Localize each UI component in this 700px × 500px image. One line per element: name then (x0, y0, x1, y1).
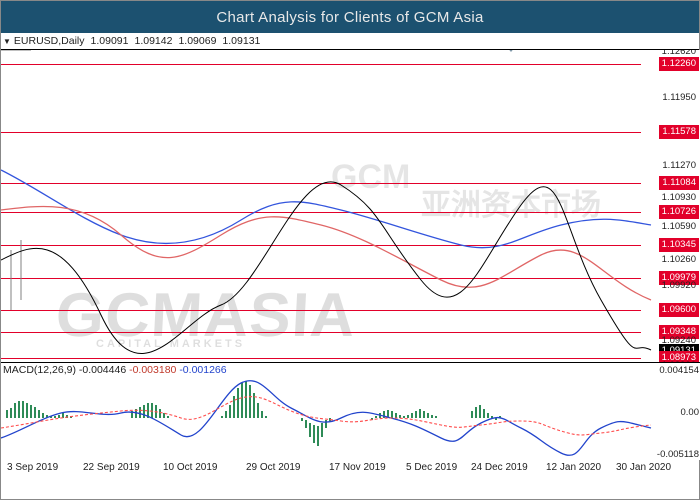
date-label-4: 17 Nov 2019 (329, 462, 386, 473)
ohlc-high: 1.09142 (134, 35, 172, 47)
window-title: Chart Analysis for Clients of GCM Asia (216, 9, 483, 26)
date-axis[interactable]: 3 Sep 2019 22 Sep 2019 10 Oct 2019 29 Oc… (1, 460, 700, 480)
price-chart-panel[interactable]: GCM 亚洲资本市场 GCMASIA CAPITAL MARKETS 1.122… (1, 50, 700, 363)
symbol-name: EURUSD,Daily (14, 35, 85, 47)
app-window: Chart Analysis for Clients of GCM Asia ▼… (0, 0, 700, 500)
macd-axis-bottom: -0.005118 (657, 449, 699, 460)
macd-main-value: -0.004446 (79, 364, 126, 376)
ohlc-open: 1.09091 (91, 35, 129, 47)
date-label-2: 10 Oct 2019 (163, 462, 217, 473)
macd-title: MACD(12,26,9) (3, 364, 76, 376)
macd-panel[interactable]: MACD(12,26,9) -0.004446 -0.003180 -0.001… (1, 363, 700, 460)
candlestick-series (1, 50, 700, 363)
macd-legend-label: MACD(12,26,9) -0.004446 -0.003180 -0.001… (3, 364, 227, 376)
date-label-3: 29 Oct 2019 (246, 462, 300, 473)
title-bar: Chart Analysis for Clients of GCM Asia (1, 1, 699, 33)
date-label-1: 22 Sep 2019 (83, 462, 140, 473)
date-label-7: 12 Jan 2020 (546, 462, 601, 473)
legend-dropdown-icon[interactable]: ▼ (3, 37, 11, 46)
macd-axis-mid: 0.00 (681, 407, 700, 418)
macd-svg (1, 363, 700, 460)
ohlc-close: 1.09131 (222, 35, 260, 47)
ohlc-low: 1.09069 (178, 35, 216, 47)
macd-signal-value: -0.003180 (129, 364, 176, 376)
macd-hist-value: -0.001266 (179, 364, 226, 376)
macd-axis-top: 0.004154 (659, 365, 699, 376)
date-label-6: 24 Dec 2019 (471, 462, 528, 473)
date-label-8: 30 Jan 2020 (616, 462, 671, 473)
symbol-legend-row: ▼ EURUSD,Daily 1.09091 1.09142 1.09069 1… (1, 33, 699, 50)
date-label-5: 5 Dec 2019 (406, 462, 457, 473)
date-label-0: 3 Sep 2019 (7, 462, 58, 473)
